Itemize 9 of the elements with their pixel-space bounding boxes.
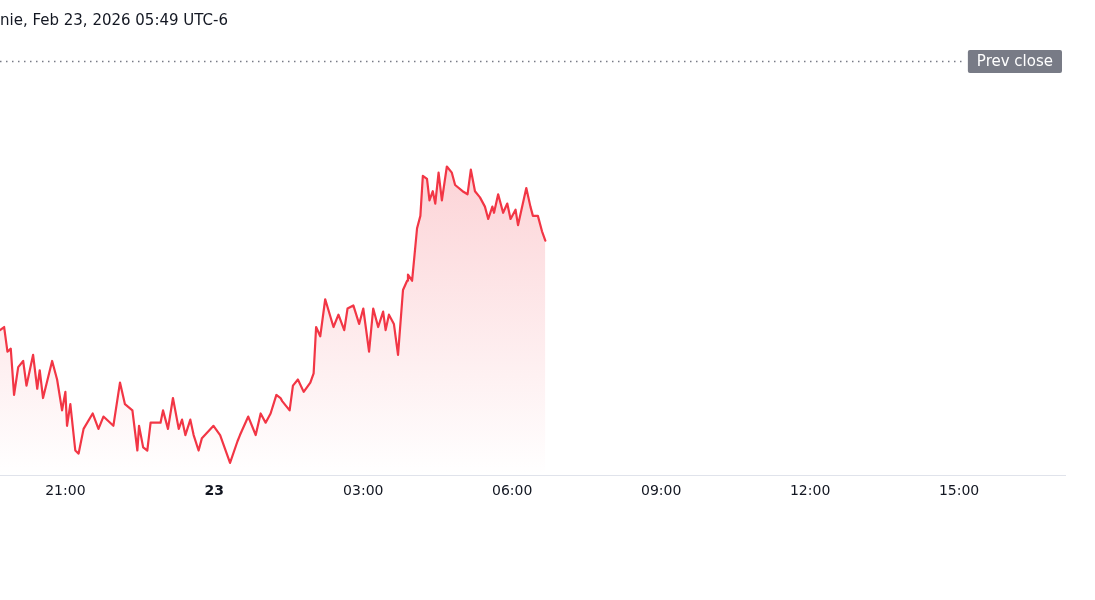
x-tick-label: 06:00 [492, 482, 533, 499]
x-tick-label: 03:00 [343, 482, 384, 499]
x-tick-label: 23 [204, 482, 225, 499]
x-tick-label: 15:00 [938, 482, 980, 499]
ref-line-label: Prev close [976, 52, 1054, 71]
x-tick-label: 21:00 [45, 482, 86, 499]
x-tick-label: 09:00 [641, 482, 682, 499]
x-tick-label: 12:00 [789, 482, 831, 499]
chart-title: nie, Feb 23, 2026 05:49 UTC-6 [0, 10, 229, 30]
